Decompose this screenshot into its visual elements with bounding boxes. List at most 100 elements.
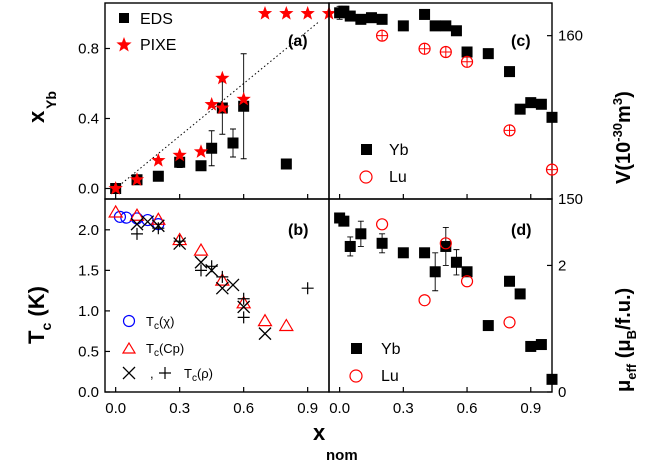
data-point xyxy=(174,156,186,168)
legend-c-yb-label: Yb xyxy=(389,142,409,159)
data-point xyxy=(429,266,441,278)
data-point xyxy=(429,20,441,32)
y-tick-label: 1.5 xyxy=(78,262,99,279)
data-point xyxy=(236,91,251,106)
y-tick-label: 0.5 xyxy=(78,343,99,360)
data-point xyxy=(194,255,208,269)
data-point xyxy=(535,98,547,110)
data-point xyxy=(344,10,356,22)
data-point xyxy=(376,237,388,249)
legend-a-pixe-marker xyxy=(116,37,132,52)
data-point xyxy=(278,318,294,332)
data-point xyxy=(450,25,462,37)
y-tick-label: 0.8 xyxy=(78,41,99,58)
data-point xyxy=(129,172,145,186)
data-point xyxy=(257,6,273,20)
panel-label-d: (d) xyxy=(511,222,531,239)
series-lu xyxy=(375,218,516,329)
data-point xyxy=(397,247,409,259)
data-point xyxy=(338,215,350,227)
panel-label-b: (b) xyxy=(288,222,308,239)
series-lu xyxy=(375,29,559,176)
series-yb xyxy=(334,212,558,385)
svg-text:x: x xyxy=(313,420,326,445)
legend-a-eds-marker xyxy=(119,13,129,23)
data-point xyxy=(236,295,252,309)
legend-c-lu-label: Lu xyxy=(389,169,407,186)
y-tick-label: 0.0 xyxy=(78,384,99,401)
panel-c: 150 160 xyxy=(328,2,583,208)
y-axis-label-d: μeff (μB/f.u.) xyxy=(613,288,639,392)
legend-b-cp-marker xyxy=(121,341,137,354)
x-tick-label: 0.6 xyxy=(457,400,478,417)
legend-d-lu-label: Lu xyxy=(381,368,399,385)
data-point xyxy=(215,70,230,85)
x-tick-label: 0.9 xyxy=(520,400,541,417)
data-point xyxy=(365,12,377,24)
legend-c-yb-marker xyxy=(361,144,372,155)
x-tick-label: 0.3 xyxy=(169,400,190,417)
legend-d-yb-label: Yb xyxy=(381,341,401,358)
data-point xyxy=(525,97,537,109)
y-tick-label: 2 xyxy=(558,257,566,274)
data-point xyxy=(545,163,559,176)
data-point xyxy=(461,266,473,278)
legend-b-chi-label: Tc(χ) xyxy=(146,314,174,332)
data-point xyxy=(129,208,145,221)
x-tick-label: 0.6 xyxy=(233,400,254,417)
legend-a: EDS PIXE xyxy=(116,11,176,54)
legend-c-lu-marker xyxy=(359,170,373,184)
data-point xyxy=(376,13,388,25)
legend-d-lu-marker xyxy=(349,369,363,383)
data-point xyxy=(355,13,367,25)
data-point xyxy=(152,222,165,235)
data-point xyxy=(204,97,219,111)
data-point xyxy=(237,292,250,305)
data-point xyxy=(440,20,452,32)
data-point xyxy=(344,240,356,252)
data-point xyxy=(215,281,229,295)
data-point xyxy=(460,275,474,288)
svg-text:nom: nom xyxy=(326,447,358,464)
y-axis-label-c: V(10-30m3) xyxy=(610,91,635,184)
data-point xyxy=(419,8,431,20)
y-tick-label: 0.4 xyxy=(78,111,99,128)
data-point xyxy=(355,228,367,240)
legend-a-pixe-label: PIXE xyxy=(140,37,176,54)
series-tc- xyxy=(131,222,314,324)
panel-frame xyxy=(328,198,553,393)
data-point xyxy=(461,46,473,58)
y-tick-label: 1.0 xyxy=(78,303,99,320)
data-point xyxy=(141,215,155,229)
legend-d-yb-marker xyxy=(351,343,362,354)
y-tick-label: 0 xyxy=(558,384,566,401)
data-point xyxy=(226,278,240,292)
legend-b-rho-x-marker xyxy=(122,366,136,380)
data-point xyxy=(237,311,250,324)
y-tick-label: 0.0 xyxy=(78,181,99,198)
data-point xyxy=(503,316,516,329)
panel-label-c: (c) xyxy=(511,33,531,50)
svg-text:Yb: Yb xyxy=(43,91,59,109)
panel-label-a: (a) xyxy=(288,33,308,50)
data-point xyxy=(173,235,186,248)
y-axis-label-b: Tc (K) xyxy=(24,286,54,344)
legend-a-eds-label: EDS xyxy=(140,11,173,28)
data-point xyxy=(546,111,558,123)
data-point xyxy=(195,160,207,172)
y-tick-label: 2.0 xyxy=(78,222,99,239)
data-point xyxy=(504,275,516,287)
data-point xyxy=(514,103,526,115)
data-point xyxy=(130,217,144,231)
data-point xyxy=(397,20,409,32)
data-point xyxy=(257,313,273,327)
data-point xyxy=(482,320,494,332)
data-point xyxy=(375,218,389,231)
data-point xyxy=(120,211,133,224)
data-point xyxy=(338,5,350,17)
svg-text:Tc (K): Tc (K) xyxy=(24,286,54,344)
series-yb xyxy=(334,5,558,123)
data-point xyxy=(195,264,207,277)
data-point xyxy=(227,137,239,149)
